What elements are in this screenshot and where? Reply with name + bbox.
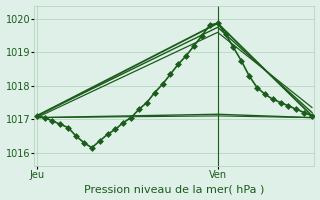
X-axis label: Pression niveau de la mer( hPa ): Pression niveau de la mer( hPa ) <box>84 184 265 194</box>
